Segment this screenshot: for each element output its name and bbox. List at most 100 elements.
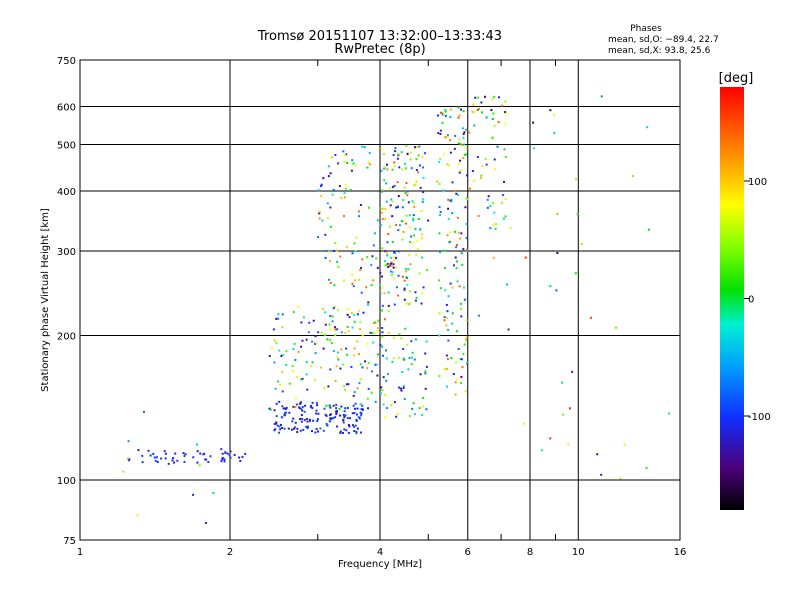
data-point bbox=[387, 233, 390, 236]
data-point bbox=[448, 231, 451, 234]
data-point bbox=[128, 458, 131, 461]
data-point bbox=[413, 234, 416, 237]
data-point bbox=[326, 424, 329, 427]
data-point bbox=[387, 263, 390, 266]
data-point bbox=[306, 420, 309, 423]
data-point bbox=[280, 416, 283, 419]
data-point bbox=[524, 256, 527, 259]
data-point bbox=[173, 461, 176, 464]
data-point bbox=[346, 407, 349, 410]
data-point bbox=[360, 414, 363, 417]
data-point bbox=[466, 198, 469, 201]
data-point bbox=[384, 264, 387, 267]
data-point bbox=[352, 162, 355, 165]
data-point bbox=[408, 214, 411, 217]
data-point bbox=[224, 451, 227, 454]
data-point bbox=[386, 163, 389, 166]
data-point bbox=[329, 328, 332, 331]
data-point bbox=[409, 263, 412, 266]
data-point bbox=[391, 241, 394, 244]
data-point bbox=[285, 363, 288, 366]
data-point bbox=[381, 275, 384, 278]
data-point bbox=[329, 418, 332, 421]
data-point bbox=[446, 134, 449, 137]
data-point bbox=[454, 134, 457, 137]
data-point bbox=[376, 353, 379, 356]
data-point bbox=[196, 443, 199, 446]
data-point bbox=[343, 160, 346, 163]
data-point bbox=[417, 171, 420, 174]
data-point bbox=[233, 453, 236, 456]
data-point bbox=[385, 200, 388, 203]
data-point bbox=[374, 363, 377, 366]
data-point bbox=[229, 450, 232, 453]
data-point bbox=[358, 382, 361, 385]
data-point bbox=[474, 96, 477, 99]
data-point bbox=[351, 326, 354, 329]
data-point bbox=[462, 352, 465, 355]
data-point bbox=[353, 314, 356, 317]
data-point bbox=[398, 224, 401, 227]
data-point bbox=[298, 402, 301, 405]
data-point bbox=[324, 233, 327, 236]
data-point bbox=[438, 251, 441, 254]
data-point bbox=[279, 423, 282, 426]
data-point bbox=[314, 352, 317, 355]
data-point bbox=[275, 421, 278, 424]
x-axis-label: Frequency [MHz] bbox=[338, 559, 422, 570]
data-point bbox=[391, 200, 394, 203]
data-point bbox=[301, 339, 304, 342]
data-point bbox=[561, 381, 564, 384]
data-point bbox=[387, 291, 390, 294]
data-point bbox=[496, 145, 499, 148]
data-point bbox=[273, 409, 276, 412]
data-point bbox=[359, 203, 362, 206]
data-point bbox=[401, 370, 404, 373]
data-point bbox=[335, 365, 338, 368]
data-point bbox=[297, 350, 300, 353]
data-point bbox=[438, 206, 441, 209]
data-point bbox=[176, 459, 179, 462]
data-point bbox=[371, 255, 374, 258]
data-point bbox=[492, 256, 495, 259]
data-point bbox=[391, 271, 394, 274]
data-point bbox=[451, 286, 454, 289]
data-point bbox=[314, 342, 317, 345]
data-point bbox=[295, 403, 298, 406]
data-point bbox=[220, 460, 223, 463]
data-point bbox=[149, 454, 152, 457]
data-point bbox=[367, 407, 370, 410]
data-point bbox=[410, 235, 413, 238]
data-point bbox=[329, 281, 332, 284]
data-point bbox=[400, 389, 403, 392]
data-point bbox=[183, 460, 186, 463]
data-point bbox=[400, 337, 403, 340]
data-point bbox=[411, 241, 414, 244]
data-point bbox=[361, 408, 364, 411]
plot-frame bbox=[79, 59, 681, 541]
data-point bbox=[388, 187, 391, 190]
data-point bbox=[325, 422, 328, 425]
data-point bbox=[332, 188, 335, 191]
data-point bbox=[463, 143, 466, 146]
data-point bbox=[668, 412, 671, 415]
data-point bbox=[205, 458, 208, 461]
data-point bbox=[351, 282, 354, 285]
data-point bbox=[305, 338, 308, 341]
data-point bbox=[300, 321, 303, 324]
data-point bbox=[351, 424, 354, 427]
data-point bbox=[494, 223, 497, 226]
data-point bbox=[419, 373, 422, 376]
data-point bbox=[322, 308, 325, 311]
x-tick-label: 6 bbox=[465, 547, 471, 558]
data-point bbox=[619, 477, 622, 480]
data-point bbox=[383, 167, 386, 170]
data-point bbox=[502, 194, 505, 197]
data-point bbox=[438, 213, 441, 216]
data-point bbox=[327, 217, 330, 220]
data-point bbox=[347, 330, 350, 333]
data-point bbox=[395, 206, 398, 209]
data-point bbox=[326, 202, 329, 205]
data-point bbox=[306, 425, 309, 428]
data-point bbox=[301, 405, 304, 408]
